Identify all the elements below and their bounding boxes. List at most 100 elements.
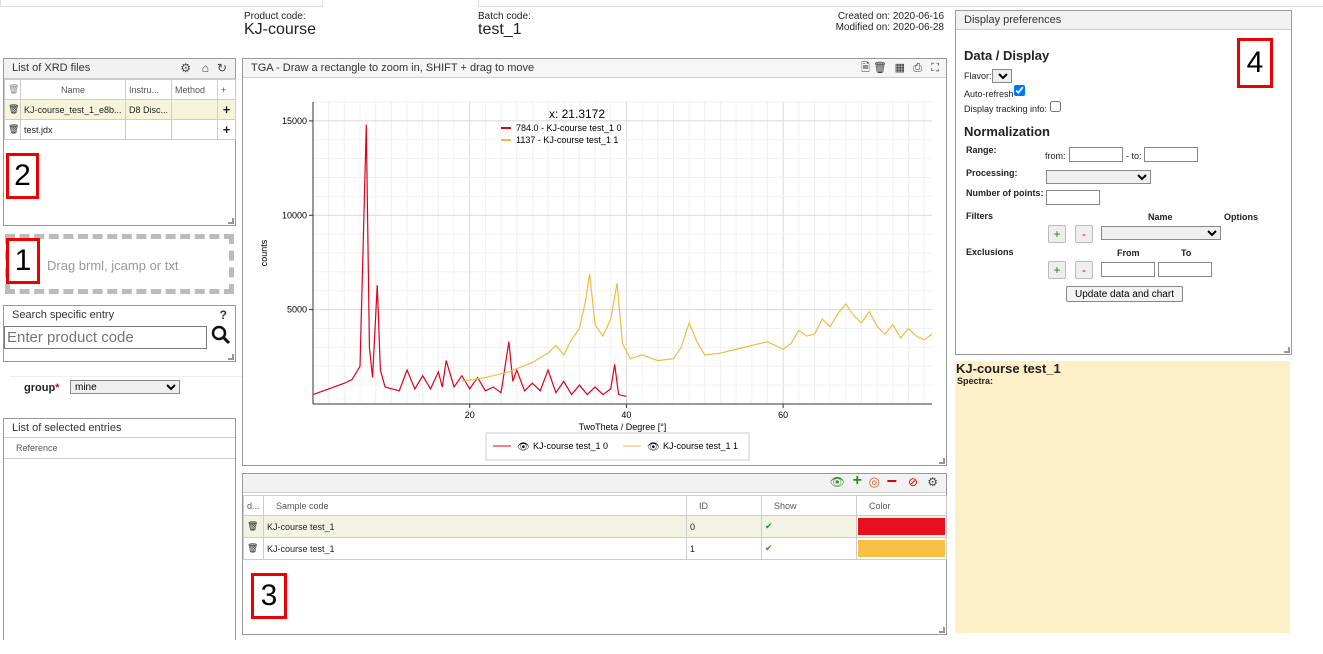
col-add[interactable]: + [217,79,236,100]
color-swatch[interactable] [858,518,945,535]
fullscreen-icon[interactable]: ⛶ [931,62,939,74]
resize-handle[interactable] [939,627,945,633]
table-row[interactable]: 🗑 KJ-course test_1 0 ✔ [243,515,947,538]
xrd-files-panel: List of XRD files ⚙ ⌂ ↻ 🗑 Name Instru...… [3,58,236,226]
col-id[interactable]: ID [686,495,762,516]
show-check[interactable]: ✔ [761,537,857,560]
hide-icon[interactable]: ⊘ [907,475,918,489]
summary-panel: KJ-course test_1 Spectra: [955,361,1290,633]
range-to-input[interactable] [1144,147,1198,162]
print-icon[interactable]: ⎙ [913,62,922,74]
search-panel: Search specific entry ? [3,305,236,362]
update-data-chart-button[interactable]: Update data and chart [1066,286,1183,302]
search-icon[interactable] [211,325,231,350]
delete-all-icon[interactable]: 🗑 [4,79,21,100]
col-name[interactable]: Name [20,79,126,100]
refresh-icon[interactable]: ↻ [216,61,227,75]
eye-icon[interactable]: 👁 [829,475,845,489]
prefs-title: Display preferences [956,11,1291,30]
color-swatch-cell[interactable] [856,537,947,560]
tracking-checkbox[interactable] [1050,101,1061,112]
flavor-select[interactable] [992,69,1012,83]
required-asterisk: * [55,382,60,394]
top-bar-left [0,0,323,7]
marker-4: 4 [1237,38,1273,88]
product-code-search-input[interactable] [4,326,207,349]
resize-handle[interactable] [228,218,234,224]
batch-code-value: test_1 [478,21,522,38]
col-instrument[interactable]: Instru... [125,79,172,100]
selected-entries-panel: List of selected entries Reference [3,418,236,640]
col-color[interactable]: Color [856,495,947,516]
plus-icon[interactable]: + [852,472,862,489]
filter-name-select[interactable] [1101,226,1221,240]
eye-icon[interactable]: 👁 [517,442,530,453]
from-label: from: [1045,151,1066,161]
file-name: KJ-course_test_1_e8b... [20,99,126,120]
col-sample-code[interactable]: Sample code [263,495,687,516]
chart-panel-title-text: TGA - Draw a rectangle to zoom in, SHIFT… [251,62,535,74]
series-line-1[interactable] [461,273,933,382]
trash-icon[interactable]: 🗑 [243,515,264,538]
processing-select[interactable] [1046,170,1151,184]
chart-legend [485,432,750,461]
add-filter-button[interactable]: + [1048,225,1066,243]
show-check[interactable]: ✔ [761,515,857,538]
trash-icon[interactable]: 🗑 [4,99,21,120]
resize-handle[interactable] [939,458,945,464]
export-icon[interactable]: 🗎 [861,62,870,74]
resize-handle[interactable] [228,354,234,360]
sample-id: 1 [686,537,762,560]
exclusion-to-input[interactable] [1158,262,1212,277]
home-icon[interactable]: ⌂ [201,61,209,75]
color-swatch-cell[interactable] [856,515,947,538]
marker-1: 1 [6,238,40,284]
col-delete[interactable]: d... [243,495,264,516]
resize-handle[interactable] [1284,347,1290,353]
normalization-heading: Normalization [964,124,1050,139]
table-row[interactable]: 🗑 KJ-course test_1 1 ✔ [243,537,947,560]
reference-column-header[interactable]: Reference [4,438,235,459]
trash-icon[interactable]: 🗑 [243,537,264,560]
xrd-table: 🗑 Name Instru... Method + 🗑 KJ-course_te… [4,79,236,140]
remove-exclusion-button[interactable]: - [1075,261,1093,279]
number-of-points-input[interactable] [1046,190,1100,205]
xrd-chart[interactable]: 20 40 60 5000 10000 15000 TwoTheta / Degree [°… [243,78,946,466]
col-show[interactable]: Show [761,495,857,516]
xrd-panel-title: List of XRD files ⚙ ⌂ ↻ [4,59,235,79]
target-icon[interactable]: ◎ [868,474,880,489]
add-button[interactable]: + [217,119,236,140]
range-from-input[interactable] [1069,147,1123,162]
trash-icon[interactable]: 🗑 [4,119,21,140]
exclusion-from-input[interactable] [1101,262,1155,277]
sample-code: KJ-course test_1 [263,515,687,538]
remove-filter-button[interactable]: - [1075,225,1093,243]
color-swatch[interactable] [858,540,945,557]
summary-title: KJ-course test_1 [956,361,1061,376]
eye-icon[interactable]: 👁 [647,442,660,453]
auto-refresh-checkbox[interactable] [1014,85,1025,96]
points-label: Number of points: [966,188,1044,198]
exclusions-from-column: From [1117,248,1140,258]
help-icon[interactable]: ? [219,308,227,322]
add-exclusion-button[interactable]: + [1048,261,1066,279]
settings-icon[interactable]: ⚙ [180,61,191,75]
y-axis-label: counts [259,239,269,266]
exclusions-label: Exclusions [966,247,1014,257]
add-button[interactable]: + [217,99,236,120]
settings-icon[interactable]: ⚙ [927,475,938,489]
group-select[interactable]: mine [70,380,180,394]
table-row[interactable]: 🗑 KJ-course_test_1_e8b... D8 Disc... + [4,99,236,120]
trash-icon[interactable]: 🗑 [873,62,887,74]
series-line-0[interactable] [312,124,627,398]
data-display-heading: Data / Display [964,48,1050,63]
legend-entry[interactable]: KJ-course test_1 0 [533,441,608,451]
filters-options-column: Options [1224,212,1258,222]
y-tick-label: 15000 [282,116,307,126]
col-method[interactable]: Method [171,79,218,100]
table-icon[interactable]: ▦ [894,62,905,74]
table-row[interactable]: 🗑 test.jdx + [4,119,236,140]
minus-icon[interactable]: − [886,471,897,491]
legend-entry[interactable]: KJ-course test_1 1 [663,441,738,451]
file-instrument: D8 Disc... [125,99,172,120]
